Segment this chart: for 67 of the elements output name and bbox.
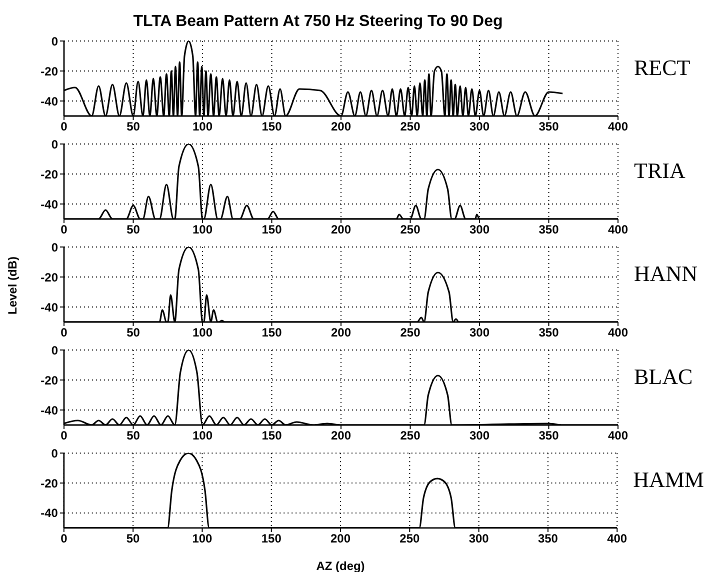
y-axis-title: Level (dB) (5, 256, 20, 314)
x-tick-label: 50 (126, 428, 140, 443)
y-tick-label: -40 (40, 94, 58, 108)
x-tick-label: 50 (126, 531, 140, 546)
x-tick-label: 400 (607, 531, 628, 546)
y-tick-label: -40 (40, 506, 58, 520)
chart-title: TLTA Beam Pattern At 750 Hz Steering To 90 Deg (132, 12, 504, 32)
x-tick-label: 100 (192, 531, 213, 546)
x-tick-label: 150 (262, 222, 282, 237)
series-label: BLAC (634, 364, 693, 390)
x-tick-label: 200 (330, 428, 352, 443)
x-tick-label: 150 (261, 531, 282, 546)
x-tick-label: 150 (262, 326, 282, 340)
x-tick-label: 250 (400, 428, 421, 443)
y-tick-label: -20 (40, 373, 58, 388)
x-tick-label: 300 (468, 531, 490, 546)
x-tick-label: 100 (192, 120, 213, 134)
x-tick-label: 200 (330, 326, 352, 340)
y-tick-label: -20 (40, 476, 58, 490)
x-tick-label: 50 (126, 120, 140, 134)
x-tick-label: 400 (608, 428, 628, 443)
x-tick-label: 400 (608, 222, 628, 237)
x-tick-label: 350 (538, 326, 560, 340)
x-tick-label: 250 (400, 531, 420, 546)
y-tick-label: -20 (40, 64, 58, 78)
series-label: TRIA (634, 158, 686, 184)
y-tick-label: -40 (40, 403, 58, 418)
y-tick-label: 0 (51, 240, 58, 254)
x-tick-label: 300 (469, 428, 490, 443)
y-tick-label: -40 (40, 300, 58, 314)
x-tick-label: 350 (538, 120, 560, 134)
x-tick-label: 0 (60, 326, 68, 340)
x-tick-label: 350 (538, 531, 558, 546)
x-tick-label: 400 (608, 120, 628, 134)
x-tick-label: 200 (330, 531, 351, 546)
text: RECT (634, 55, 690, 81)
x-tick-label: 100 (192, 222, 213, 237)
x-tick-label: 0 (60, 120, 68, 134)
y-tick-label: 0 (51, 34, 58, 48)
y-tick-label: 0 (51, 446, 58, 460)
x-tick-label: 250 (400, 222, 421, 237)
x-tick-label: 150 (262, 120, 282, 134)
x-tick-label: 300 (469, 120, 490, 134)
x-tick-label: 400 (608, 326, 628, 340)
x-tick-label: 0 (60, 428, 68, 443)
y-tick-label: -20 (40, 167, 58, 182)
y-tick-label: -20 (40, 270, 58, 284)
x-tick-label: 250 (400, 326, 421, 340)
x-tick-label: 300 (469, 222, 490, 237)
y-tick-label: -40 (40, 197, 58, 212)
x-tick-label: 0 (60, 222, 68, 237)
x-tick-label: 0 (60, 531, 68, 546)
x-tick-label: 200 (330, 120, 352, 134)
x-tick-label: 150 (262, 428, 282, 443)
series-label: HANN (634, 261, 698, 287)
x-tick-label: 300 (469, 326, 490, 340)
x-tick-label: 200 (330, 222, 352, 237)
x-tick-label: 50 (126, 326, 140, 340)
y-tick-label: 0 (51, 137, 58, 152)
x-tick-label: 50 (126, 222, 140, 237)
series-label: HAMM (633, 467, 704, 493)
x-tick-label: 100 (192, 428, 213, 443)
x-tick-label: 100 (192, 326, 213, 340)
y-tick-label: 0 (51, 343, 58, 358)
x-tick-label: 350 (538, 222, 560, 237)
x-tick-label: 250 (400, 120, 421, 134)
x-tick-label: 350 (538, 428, 560, 443)
